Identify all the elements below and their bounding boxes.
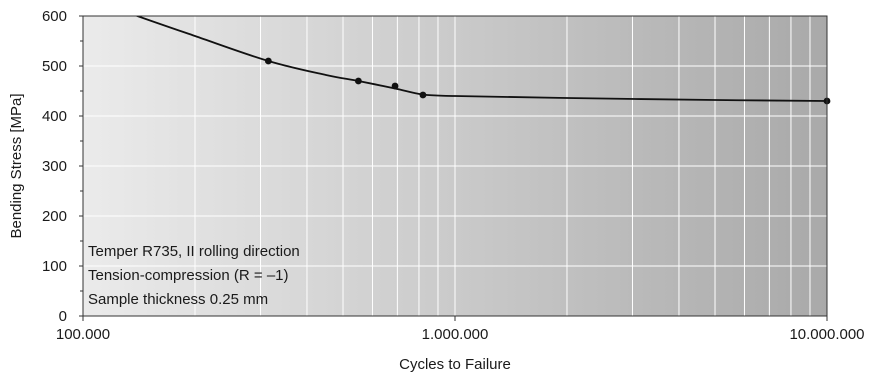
annotation-thickness: Sample thickness 0.25 mm — [88, 291, 268, 308]
x-tick-label: 10.000.000 — [789, 326, 864, 343]
y-tick-label: 500 — [42, 58, 67, 75]
y-tick-label: 300 — [42, 158, 67, 175]
data-point — [391, 82, 399, 90]
annotation-block: Temper R735, II rolling direction Tensio… — [88, 243, 300, 308]
annotation-temper: Temper R735, II rolling direction — [88, 243, 300, 260]
x-tick-label: 100.000 — [56, 326, 110, 343]
y-tick-label: 400 — [42, 108, 67, 125]
y-tick-label: 200 — [42, 208, 67, 225]
y-tick-label: 0 — [59, 308, 67, 325]
x-axis-label: Cycles to Failure — [399, 356, 511, 373]
x-tick-label: 1.000.000 — [422, 326, 489, 343]
y-tick-label: 600 — [42, 8, 67, 25]
data-point — [419, 91, 427, 99]
annotation-loading: Tension-compression (R = –1) — [88, 267, 289, 284]
y-tick-label: 100 — [42, 258, 67, 275]
data-point — [355, 77, 362, 85]
data-point — [264, 57, 272, 65]
y-axis-label: Bending Stress [MPa] — [8, 93, 25, 238]
grid-lines — [83, 16, 827, 316]
